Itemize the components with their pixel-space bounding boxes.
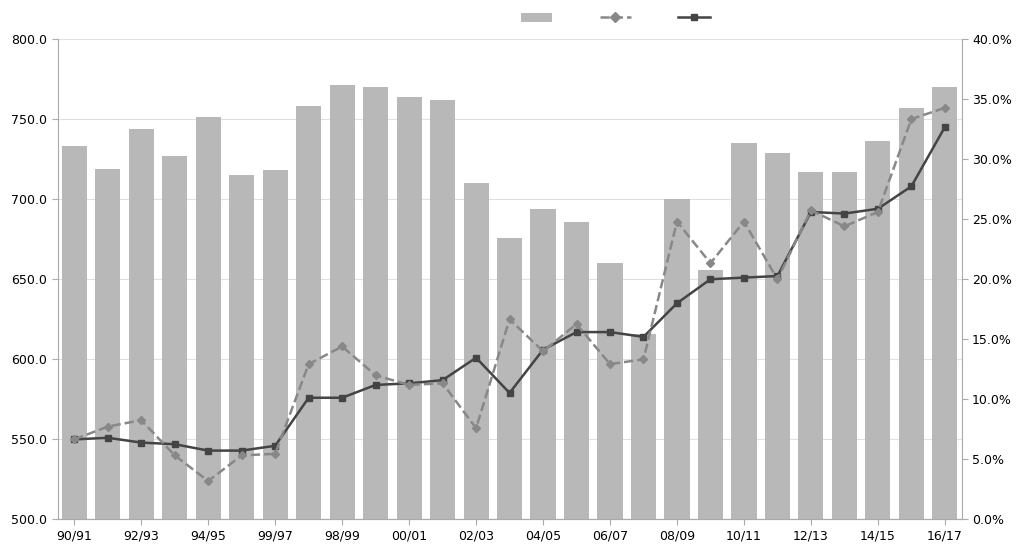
Bar [564,222,589,554]
Bar [497,238,522,554]
Bar [363,87,388,554]
Bar [129,129,153,554]
Bar [95,169,121,554]
Bar [229,175,255,554]
Bar [296,106,321,554]
Bar [195,117,221,554]
Bar [832,172,857,554]
Bar [731,143,756,554]
Bar [798,172,824,554]
Bar [597,263,623,554]
Bar [899,108,924,554]
Bar [163,156,187,554]
Bar [932,87,958,554]
Bar [664,199,690,554]
Legend: , , : , , [516,7,718,30]
Bar [631,334,656,554]
Bar [263,170,287,554]
Bar [329,85,355,554]
Bar [531,209,555,554]
Bar [865,141,890,554]
Bar [765,153,790,554]
Bar [463,183,489,554]
Bar [698,270,723,554]
Bar [430,100,455,554]
Bar [61,146,87,554]
Bar [397,96,421,554]
